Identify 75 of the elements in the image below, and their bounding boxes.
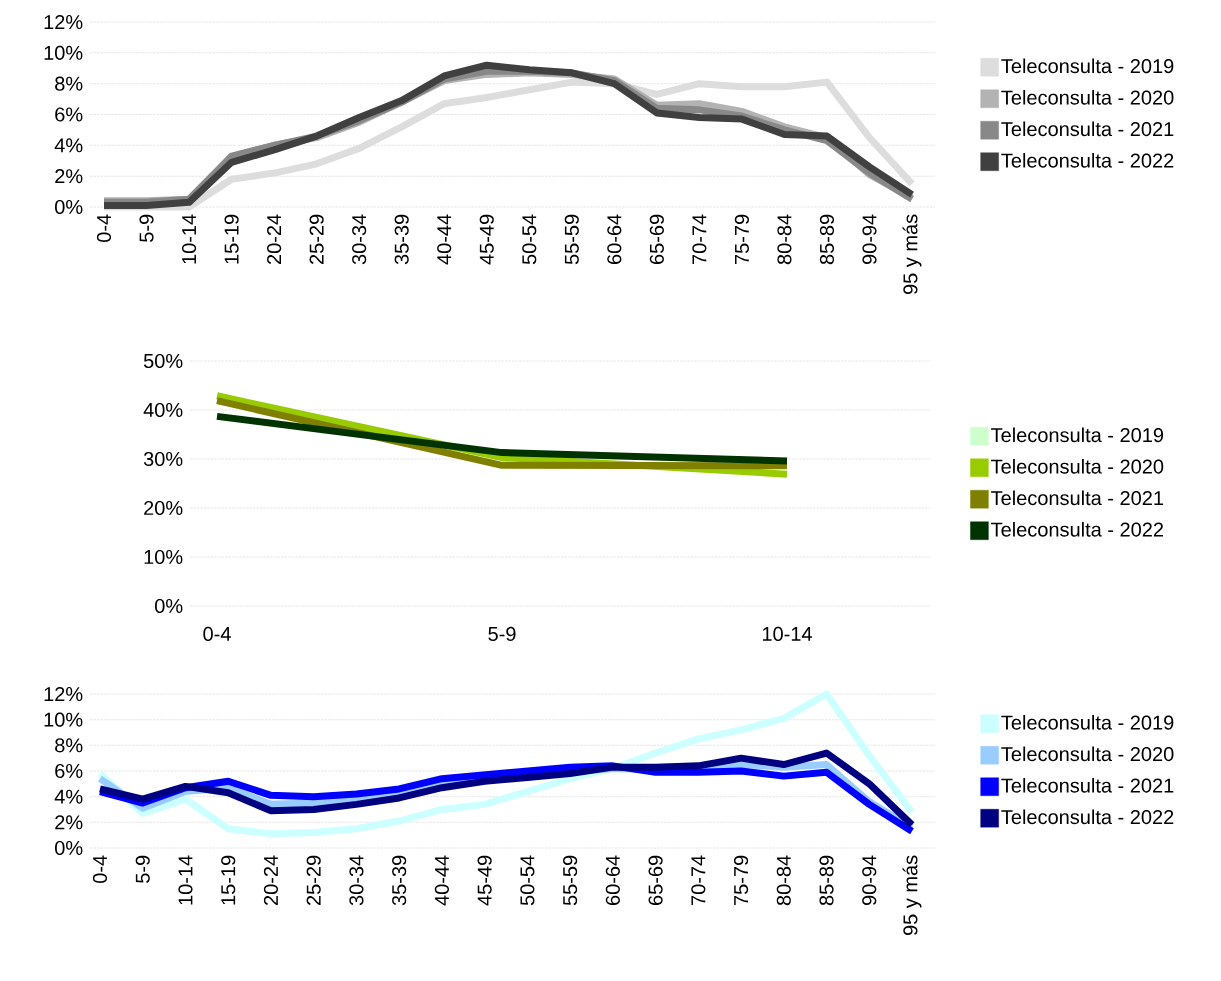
x-tick-label: 5-9 <box>135 855 150 883</box>
x-tick-label: 30-34 <box>349 855 364 906</box>
y-tick-label: 12% <box>44 14 83 30</box>
x-tick-label: 50-54 <box>522 214 537 265</box>
x-tick-label: 20-24 <box>263 855 279 905</box>
x-tick-label: 30-34 <box>352 214 367 265</box>
y-tick-label: 10% <box>44 45 83 60</box>
y-tick-label: 6% <box>55 763 83 779</box>
x-tick-label: 90-94 <box>862 855 877 906</box>
x-tick-label: 35-39 <box>392 855 407 906</box>
x-tick-label: 55-59 <box>564 214 579 265</box>
y-tick-label: 2% <box>55 815 83 830</box>
y-tick-label: 30% <box>143 451 183 467</box>
x-tick-label: 50-54 <box>520 855 535 906</box>
x-tick-label: 55-59 <box>563 855 578 906</box>
legend-label: Teleconsulta - 2022 <box>991 521 1163 537</box>
y-tick-label: 2% <box>55 169 83 184</box>
x-tick-label: 15-19 <box>224 214 239 264</box>
y-tick-label: 6% <box>55 107 83 122</box>
legend-label: Teleconsulta - 2019 <box>991 427 1164 443</box>
legend-label: Teleconsulta - 2021 <box>1001 121 1174 137</box>
x-tick-label: 5-9 <box>488 626 516 641</box>
x-tick-label: 80-84 <box>777 214 792 265</box>
x-tick-label: 60-64 <box>607 214 622 264</box>
x-tick-label: 10-14 <box>181 214 197 264</box>
legend-label: Teleconsulta - 2020 <box>1001 746 1174 762</box>
x-tick-label: 35-39 <box>394 214 409 265</box>
x-tick-label: 85-89 <box>819 855 834 906</box>
x-tick-label: 70-74 <box>691 855 706 905</box>
x-tick-label: 20-24 <box>267 214 282 264</box>
x-tick-label: 75-79 <box>734 214 749 264</box>
x-tick-label: 0-4 <box>203 626 231 641</box>
legend-label: Teleconsulta - 2021 <box>991 490 1164 506</box>
legend-label: Teleconsulta - 2022 <box>1001 152 1174 168</box>
x-tick-label: 10-14 <box>762 626 812 641</box>
y-tick-label: 40% <box>143 402 183 418</box>
y-tick-label: 10% <box>144 549 183 565</box>
x-tick-label: 85-89 <box>819 214 835 265</box>
x-tick-label: 45-49 <box>479 214 494 265</box>
x-tick-label: 65-69 <box>649 214 664 264</box>
x-tick-label: 95 y más <box>902 855 922 936</box>
legend-label: Teleconsulta - 2019 <box>1001 58 1174 74</box>
y-tick-label: 0% <box>55 840 83 856</box>
legend-label: Teleconsulta - 2021 <box>1001 777 1174 793</box>
x-tick-label: 70-74 <box>692 214 707 264</box>
x-tick-label: 90-94 <box>862 214 877 265</box>
y-tick-label: 0% <box>55 199 83 215</box>
x-tick-label: 40-44 <box>437 214 452 265</box>
x-tick-label: 25-29 <box>309 214 324 264</box>
x-tick-label: 40-44 <box>434 855 449 906</box>
x-tick-label: 60-64 <box>605 855 620 905</box>
legend-label: Teleconsulta - 2019 <box>1001 715 1174 730</box>
y-tick-label: 4% <box>54 138 83 153</box>
y-tick-label: 0% <box>155 598 183 614</box>
x-tick-label: 0-4 <box>96 214 112 242</box>
x-tick-label: 15-19 <box>221 855 236 905</box>
x-tick-label: 75-79 <box>733 855 749 905</box>
x-tick-label: 65-69 <box>648 855 663 905</box>
y-tick-label: 8% <box>55 738 83 753</box>
x-tick-label: 95 y más <box>902 214 922 295</box>
y-tick-label: 12% <box>44 686 83 702</box>
x-tick-label: 5-9 <box>139 214 154 242</box>
x-tick-label: 10-14 <box>178 855 193 905</box>
x-tick-label: 0-4 <box>92 855 108 883</box>
y-tick-label: 20% <box>144 500 183 516</box>
y-tick-label: 10% <box>44 712 83 727</box>
x-tick-label: 80-84 <box>776 855 791 906</box>
x-tick-label: 45-49 <box>477 855 492 906</box>
legend-label: Teleconsulta - 2020 <box>1001 89 1174 105</box>
x-tick-label: 25-29 <box>306 855 321 905</box>
y-tick-label: 50% <box>143 353 183 369</box>
y-tick-label: 4% <box>54 789 83 804</box>
legend-label: Teleconsulta - 2020 <box>991 459 1164 474</box>
y-tick-label: 8% <box>55 76 83 91</box>
legend-label: Teleconsulta - 2022 <box>1001 809 1174 825</box>
